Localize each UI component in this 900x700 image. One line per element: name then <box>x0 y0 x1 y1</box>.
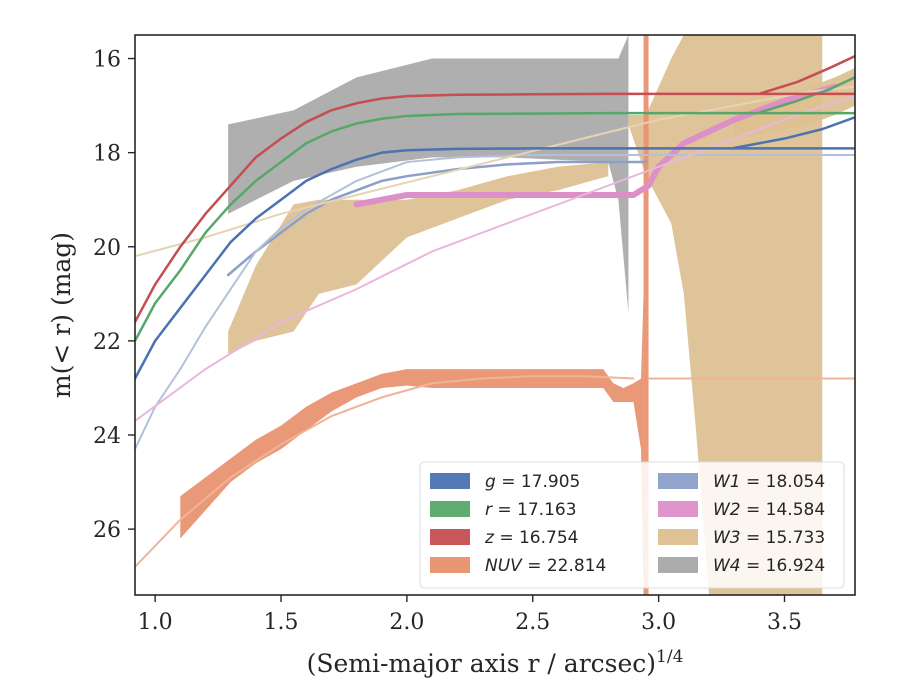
legend-swatch-w1 <box>658 473 698 489</box>
y-axis: 16 18 20 22 24 26 <box>93 48 135 543</box>
legend-label-w2: W2 = 14.584 <box>713 500 825 520</box>
y-tick-label: 22 <box>93 330 121 355</box>
x-tick-label: 3.5 <box>767 610 802 635</box>
series-band-w3-2 <box>628 35 823 595</box>
series-line-w2-9 <box>135 95 855 422</box>
y-tick-label: 16 <box>93 48 121 73</box>
series-line-r-15 <box>135 111 855 343</box>
series-band-nuv-5 <box>643 35 649 595</box>
x-tick-label: 2.5 <box>515 610 550 635</box>
y-tick-label: 20 <box>93 236 121 261</box>
x-tick-label: 1.0 <box>138 610 173 635</box>
legend-swatch-w3 <box>658 529 698 545</box>
y-tick-label: 24 <box>93 424 121 449</box>
series-band-w3-3 <box>734 67 855 139</box>
legend-label-w1: W1 = 18.054 <box>713 472 825 492</box>
plot-area <box>135 35 855 595</box>
y-tick-label: 18 <box>93 142 121 167</box>
legend-swatch-g <box>430 473 470 489</box>
legend-swatch-nuv <box>430 557 470 573</box>
legend-label-w3: W3 = 15.733 <box>713 528 825 548</box>
legend-swatch-w4 <box>658 557 698 573</box>
legend-label-z: z = 16.754 <box>484 528 578 548</box>
axes-frame <box>134 34 856 596</box>
series-line-nuv-11 <box>135 375 635 568</box>
series-line-w1-8 <box>135 154 855 451</box>
legend-label-r: r = 17.163 <box>485 500 577 520</box>
legend-box <box>419 461 845 589</box>
series-line-g-14 <box>732 116 855 150</box>
legend-label-g: g = 17.905 <box>485 472 580 492</box>
series-line-z-18 <box>758 54 855 96</box>
series-line-w3-10 <box>135 85 855 258</box>
legend: g = 17.905 r = 17.163 z = 16.754 NUV = 22.8… <box>419 461 845 589</box>
legend-label-nuv: NUV = 22.814 <box>485 556 606 576</box>
series-line-w1-7 <box>226 160 648 277</box>
x-axis: 1.0 1.5 2.0 2.5 3.0 3.5 <box>138 595 802 635</box>
y-axis-title: m(< r) (mag) <box>47 232 76 398</box>
series-band-w3-1 <box>228 162 609 360</box>
x-tick-label: 1.5 <box>264 610 299 635</box>
series-band-nuv-4 <box>180 293 644 595</box>
y-tick-label: 26 <box>93 518 121 543</box>
x-tick-label: 3.0 <box>641 610 676 635</box>
legend-swatch-z <box>430 529 470 545</box>
x-tick-label: 2.0 <box>389 610 424 635</box>
series-line-w2-6 <box>353 83 838 208</box>
legend-swatch-w2 <box>658 501 698 517</box>
x-axis-title: (Semi-major axis r / arcsec)1/4 <box>307 647 684 678</box>
legend-label-w4: W4 = 16.924 <box>713 556 825 576</box>
x-axis-title-exponent: 1/4 <box>656 647 683 667</box>
series-line-g-13 <box>135 147 855 380</box>
legend-swatch-r <box>430 501 470 517</box>
series-line-z-17 <box>135 92 855 324</box>
